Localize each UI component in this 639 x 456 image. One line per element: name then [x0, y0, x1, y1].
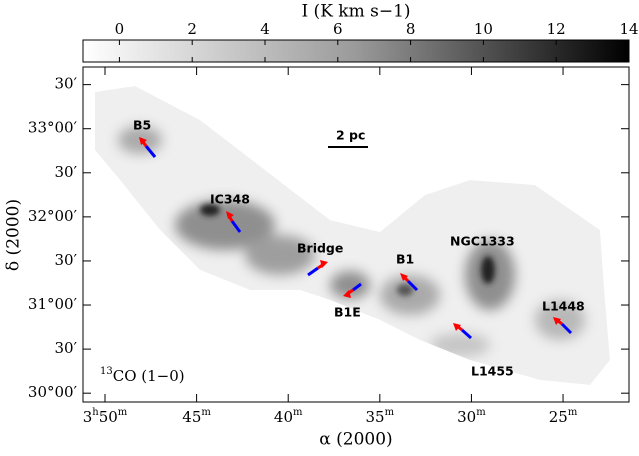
x-tick-label: 45m	[182, 407, 211, 427]
x-tick-label: 25m	[549, 407, 578, 427]
colorbar	[82, 39, 630, 63]
scale-label: 2 pc	[336, 128, 365, 143]
colorbar-tick-label: 4	[260, 20, 270, 38]
x-axis-label: α (2000)	[319, 430, 392, 450]
region-label: L1448	[542, 299, 585, 314]
colorbar-tick-label: 10	[474, 20, 493, 38]
y-tick-label: 33°00′	[28, 119, 78, 137]
region-label: L1455	[471, 364, 514, 379]
colorbar-label: I (K km s−1)	[301, 2, 410, 22]
y-tick-label: 30′	[55, 75, 78, 93]
annotations: B5 IC348 Bridge B1 NGC1333 L1448 B1E L14…	[100, 118, 585, 386]
region-label: B1E	[334, 305, 361, 320]
region-label: Bridge	[297, 241, 343, 256]
colorbar-tick-label: 8	[406, 20, 416, 38]
region-label: B1	[396, 252, 414, 267]
map-image	[95, 86, 610, 385]
y-axis-label: δ (2000)	[4, 199, 24, 271]
x-tick-label: 40m	[274, 407, 303, 427]
line-label: 13CO (1−0)	[100, 366, 185, 386]
colorbar-tick-label: 2	[187, 20, 197, 38]
y-tick-label: 30′	[55, 251, 78, 269]
colorbar-gradient	[82, 39, 630, 63]
y-tick-label: 30′	[55, 163, 78, 181]
x-tick-label: 35m	[366, 407, 395, 427]
y-tick-label: 30°00′	[28, 383, 78, 401]
region-label: IC348	[210, 192, 250, 207]
plot-frame	[82, 66, 630, 403]
outflow-arrows	[139, 137, 573, 340]
colorbar-tick-label: 6	[333, 20, 343, 38]
colorbar-tick-label: 0	[115, 20, 125, 38]
region-label: NGC1333	[450, 234, 515, 249]
colorbar-tick-label: 12	[547, 20, 566, 38]
x-tick-label: 30m	[457, 407, 486, 427]
colorbar-tick-label: 14	[619, 20, 638, 38]
x-tick-label: 3h50m	[83, 407, 128, 427]
y-tick-label: 30′	[55, 339, 78, 357]
region-label: B5	[133, 118, 151, 133]
y-tick-label: 32°00′	[28, 207, 78, 225]
y-tick-label: 31°00′	[28, 295, 78, 313]
